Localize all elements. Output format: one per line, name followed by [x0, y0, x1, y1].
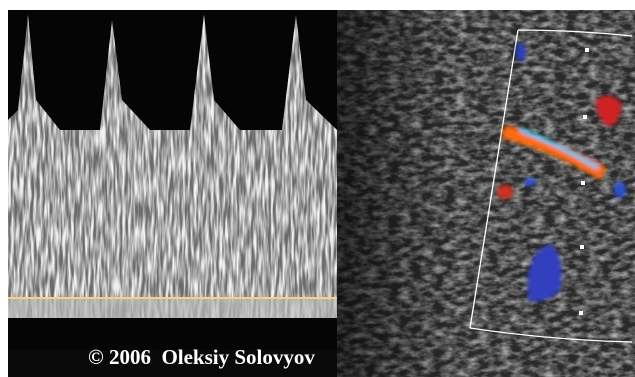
depth-marker	[583, 115, 587, 119]
shadow	[337, 10, 457, 377]
baseline-band	[8, 298, 337, 318]
depth-marker	[585, 48, 589, 52]
copyright-caption: © 2006 Oleksiy Solovyov	[88, 345, 315, 369]
doppler-spectrum	[8, 10, 337, 350]
b-mode-panel	[337, 10, 635, 377]
depth-marker	[580, 245, 584, 249]
blue-flow-dot	[524, 178, 536, 186]
ultrasound-image: © 2006 Oleksiy Solovyov	[0, 0, 635, 377]
red-flow-small	[497, 185, 513, 199]
blue-flow-edge	[614, 182, 626, 198]
depth-marker	[581, 181, 585, 185]
depth-marker	[579, 311, 583, 315]
blue-flow-small	[516, 43, 526, 61]
